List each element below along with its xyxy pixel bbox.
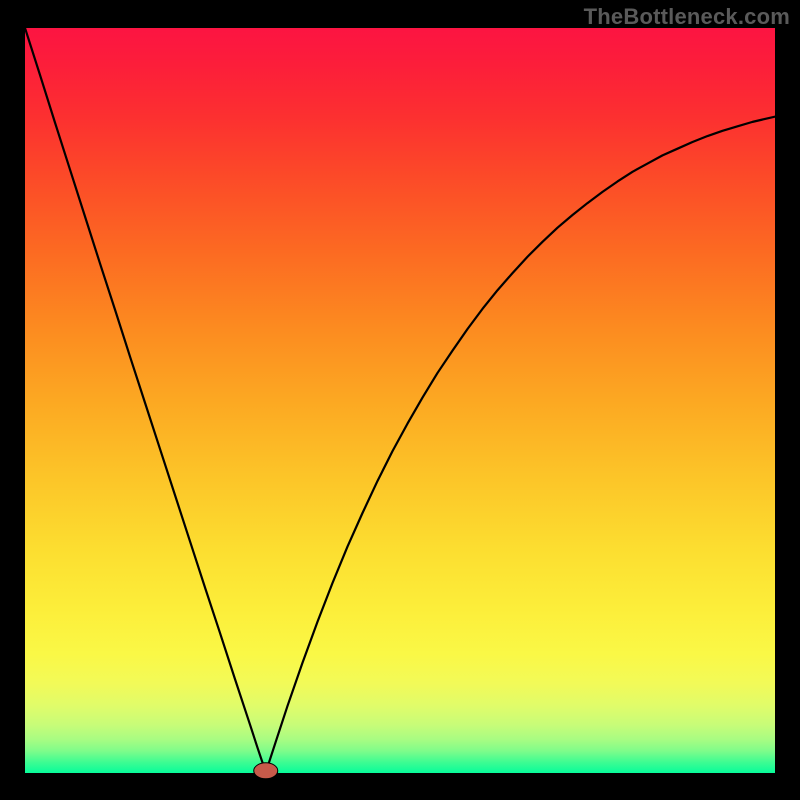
minimum-marker: [254, 763, 278, 779]
plot-background: [25, 28, 775, 773]
chart-container: TheBottleneck.com: [0, 0, 800, 800]
bottleneck-chart: [0, 0, 800, 800]
watermark-label: TheBottleneck.com: [584, 4, 790, 30]
